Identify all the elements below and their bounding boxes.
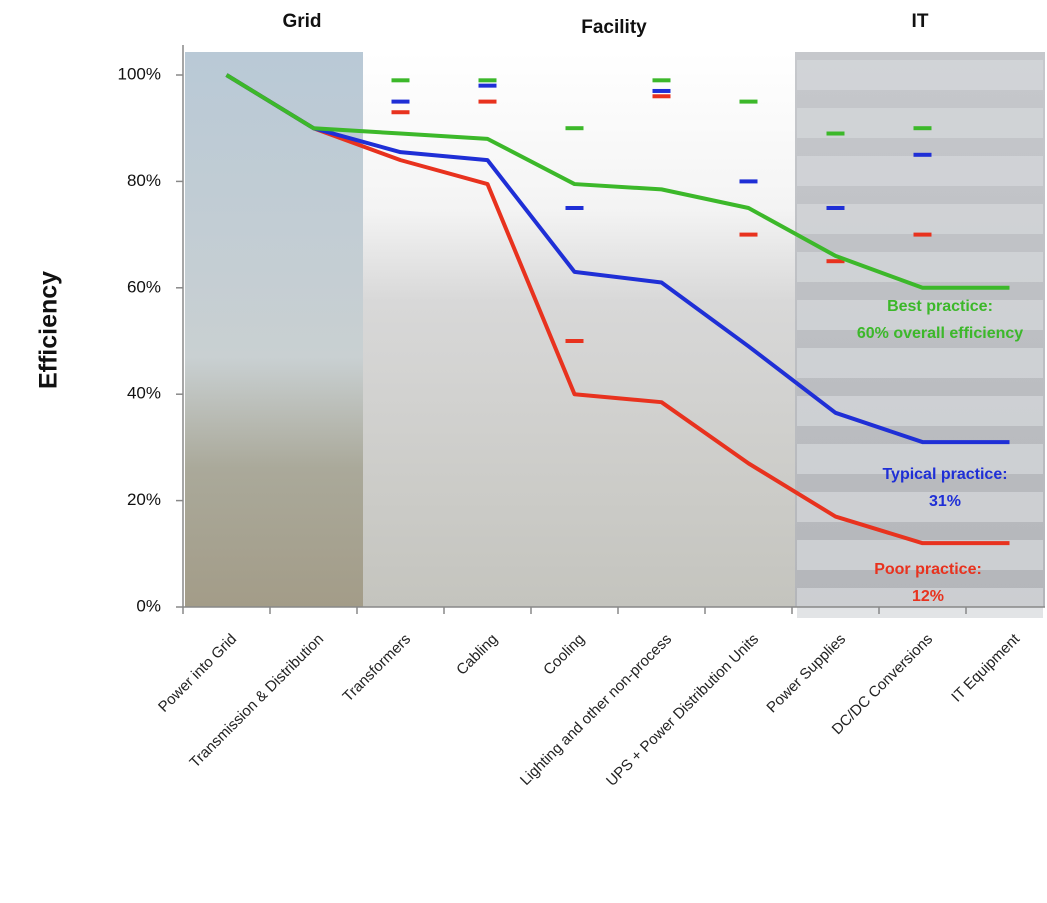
annotation: Poor practice: [874,561,982,578]
y-axis-label: Efficiency [35,271,63,389]
y-tick-label: 60% [127,277,161,296]
stage-marker [739,232,758,237]
server-unit [797,156,1043,186]
stage-marker [826,206,845,210]
y-tick-label: 20% [127,490,161,509]
server-unit [797,396,1043,426]
server-unit [797,60,1043,90]
section-header: Facility [581,17,647,38]
server-unit [797,348,1043,378]
stage-marker [913,126,932,131]
annotation: 31% [929,493,961,510]
y-tick-label: 0% [136,596,161,615]
x-tick-label: IT Equipment [948,630,1023,705]
stage-marker [739,179,758,184]
stage-marker [652,94,671,99]
annotation: 60% overall efficiency [857,325,1023,342]
server-unit [797,300,1043,330]
annotation: 12% [912,588,944,605]
stage-marker [739,99,758,104]
x-tick-label: Lighting and other non-process [517,631,675,789]
series-line [225,73,1010,546]
stage-marker [478,78,497,83]
annotation: Best practice: [887,298,993,315]
y-tick-label: 80% [127,171,161,190]
stage-marker [391,78,410,83]
stage-marker [391,110,410,115]
section-header: IT [912,11,929,32]
stage-marker [565,126,584,131]
stage-marker [391,99,410,104]
stage-marker [826,259,845,264]
server-unit [797,588,1043,618]
annotation: Typical practice: [882,466,1007,483]
y-tick-label: 100% [118,64,161,83]
stage-marker [565,339,584,343]
server-bands [797,60,1043,618]
stage-marker [652,88,671,93]
stage-marker [565,206,584,210]
stage-marker [478,83,497,88]
server-unit [797,444,1043,474]
series-line [225,73,1010,445]
x-tick-label: UPS + Power Distribution Units [603,631,762,790]
x-tick-label: Power into Grid [155,631,240,716]
x-tick-label: Power Supplies [763,631,849,717]
x-tick-label: Transformers [339,631,414,706]
stage-marker [478,99,497,104]
y-tick-label: 40% [127,384,161,403]
grid-background [185,52,363,607]
stage-marker [913,152,932,157]
x-tick-label: Cooling [540,631,588,679]
stage-marker [826,131,845,136]
stage-marker [652,78,671,83]
stage-marker [913,232,932,237]
section-header: Grid [282,11,321,32]
x-tick-label: Cabling [453,631,501,679]
series-line [225,73,1010,290]
